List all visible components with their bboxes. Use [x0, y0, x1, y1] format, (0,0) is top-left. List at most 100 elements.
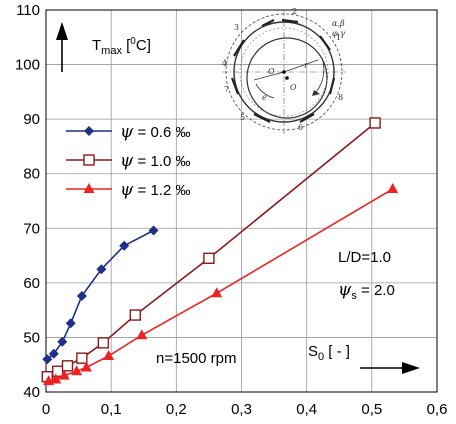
x-tick-label: 0,5 — [361, 401, 382, 418]
data-point — [96, 264, 107, 275]
plot-frame — [45, 9, 438, 393]
y-tick-label: 90 — [23, 111, 40, 128]
legend: ψ = 0.6 ‰ ψ = 1.0 ‰ ψ = 1.2 ‰ — [66, 122, 190, 200]
data-point — [71, 365, 83, 376]
x-tick-label: 0,1 — [101, 401, 122, 418]
y-axis-label-unit-sup: 0 — [130, 36, 136, 47]
x-tick-label: 0,2 — [166, 401, 187, 418]
ld-annotation: L/D=1.0 — [338, 249, 391, 266]
diagram-center-ob — [282, 70, 286, 74]
data-point — [97, 337, 110, 349]
data-point — [103, 349, 115, 360]
data-point — [50, 373, 62, 384]
x-tick-label: 0,6 — [427, 401, 448, 418]
diagram-inner-dashed-circle — [239, 27, 329, 117]
y-tick-label: 50 — [23, 329, 40, 346]
data-point — [148, 225, 159, 236]
data-point — [76, 352, 88, 364]
y-axis-label: Tmax [0C] — [92, 36, 151, 57]
diagram-center-oj — [285, 76, 289, 80]
diagram-label-2: 2 — [292, 7, 297, 16]
y-axis-label-sub: max — [101, 45, 122, 57]
x-tick-labels: 0 0,1 0,2 0,3 0,4 0,5 0,6 — [42, 401, 448, 418]
data-point — [203, 252, 215, 265]
series-2 — [41, 117, 381, 383]
diagram-label-4: 4 — [222, 59, 227, 68]
speed-annotation: n=1500 rpm — [156, 350, 236, 367]
diagram-label-5: 5 — [240, 113, 245, 122]
psi-s-sub: s — [351, 290, 357, 302]
y-axis-label-unit-close: C] — [136, 37, 151, 54]
x-tick-label: 0,4 — [296, 401, 317, 418]
data-point — [42, 354, 53, 365]
data-point — [119, 240, 130, 251]
psi-s-annotation: ψs = 2.0 — [338, 280, 395, 302]
diagram-rb-line — [253, 71, 285, 81]
y-tick-label: 70 — [23, 220, 40, 237]
data-point — [211, 287, 223, 298]
grid-lines — [45, 9, 438, 393]
y-tick-label: 60 — [23, 275, 40, 292]
legend-label: ψ = 0.6 ‰ — [120, 122, 190, 142]
y-tick-labels: 40 50 60 70 80 90 100 110 — [15, 2, 40, 401]
y-axis-label-group: Tmax [0C] — [56, 22, 151, 72]
x-axis-label-suffix: [ - ] — [324, 343, 350, 360]
legend-entry-3: ψ = 1.2 ‰ — [66, 180, 190, 200]
y-tick-label: 40 — [23, 384, 40, 401]
diagram-labels: 2 3 4 5 6 1 8 7 O O e r α,β φ,γ — [222, 7, 345, 132]
diagram-label-ob: O — [268, 67, 275, 76]
legend-label: ψ = 1.0 ‰ — [120, 151, 190, 171]
diagram-pad-segments — [230, 18, 336, 123]
x-axis-arrow-head-icon — [402, 362, 420, 374]
y-tick-label: 110 — [16, 2, 40, 19]
diagram-radius-line — [283, 59, 319, 73]
psi-s-value: = 2.0 — [357, 282, 395, 299]
x-tick-label: 0,3 — [231, 401, 252, 418]
axes — [45, 9, 438, 393]
data-point — [369, 117, 381, 129]
legend-marker — [83, 183, 95, 193]
legend-marker — [83, 154, 95, 166]
y-axis-label-prefix: T — [92, 37, 101, 54]
data-point — [52, 365, 64, 377]
data-point — [58, 369, 70, 380]
data-point — [65, 318, 76, 329]
diagram-label-r: r — [304, 61, 309, 70]
diagram-arc-arrow — [315, 57, 325, 93]
series-3 — [43, 182, 399, 386]
diagram-label-6: 6 — [298, 123, 303, 132]
legend-entry-1: ψ = 0.6 ‰ — [66, 122, 190, 142]
data-point — [80, 361, 92, 372]
bearing-diagram: 2 3 4 5 6 1 8 7 O O e r α,β φ,γ — [222, 7, 346, 134]
data-point — [129, 309, 141, 321]
diagram-journal-circle — [246, 37, 328, 119]
diagram-label-1: 1 — [336, 33, 341, 42]
diagram-label-phi-gamma: φ,γ — [332, 29, 345, 38]
data-point — [57, 336, 68, 347]
diagram-rotation-arrow — [255, 83, 275, 99]
diagram-label-e: e — [262, 93, 267, 102]
psi-s-symbol: ψ — [338, 280, 352, 300]
diagram-label-oj: O — [290, 83, 297, 92]
diagram-label-3: 3 — [234, 23, 239, 32]
x-axis-label-prefix: S — [308, 343, 318, 360]
y-tick-label: 100 — [15, 57, 40, 74]
series-line — [46, 122, 376, 378]
diagram-label-alpha-beta: α,β — [332, 19, 345, 28]
legend-label: ψ = 1.2 ‰ — [120, 180, 190, 200]
x-axis-label: S0 [ - ] — [308, 343, 350, 363]
x-axis-label-group: S0 [ - ] — [308, 343, 420, 374]
x-tick-label: 0 — [42, 401, 50, 418]
diagram-label-7: 7 — [224, 85, 229, 94]
data-point — [48, 348, 59, 359]
diagram-label-8: 8 — [338, 93, 343, 102]
series-1 — [42, 225, 159, 365]
data-point — [61, 360, 74, 372]
series-group — [41, 117, 399, 386]
data-point — [76, 290, 87, 301]
y-tick-label: 80 — [23, 166, 40, 183]
legend-marker — [84, 126, 94, 136]
x-axis-label-sub: 0 — [318, 351, 324, 363]
diagram-arc-arrow-head-icon — [312, 90, 320, 96]
